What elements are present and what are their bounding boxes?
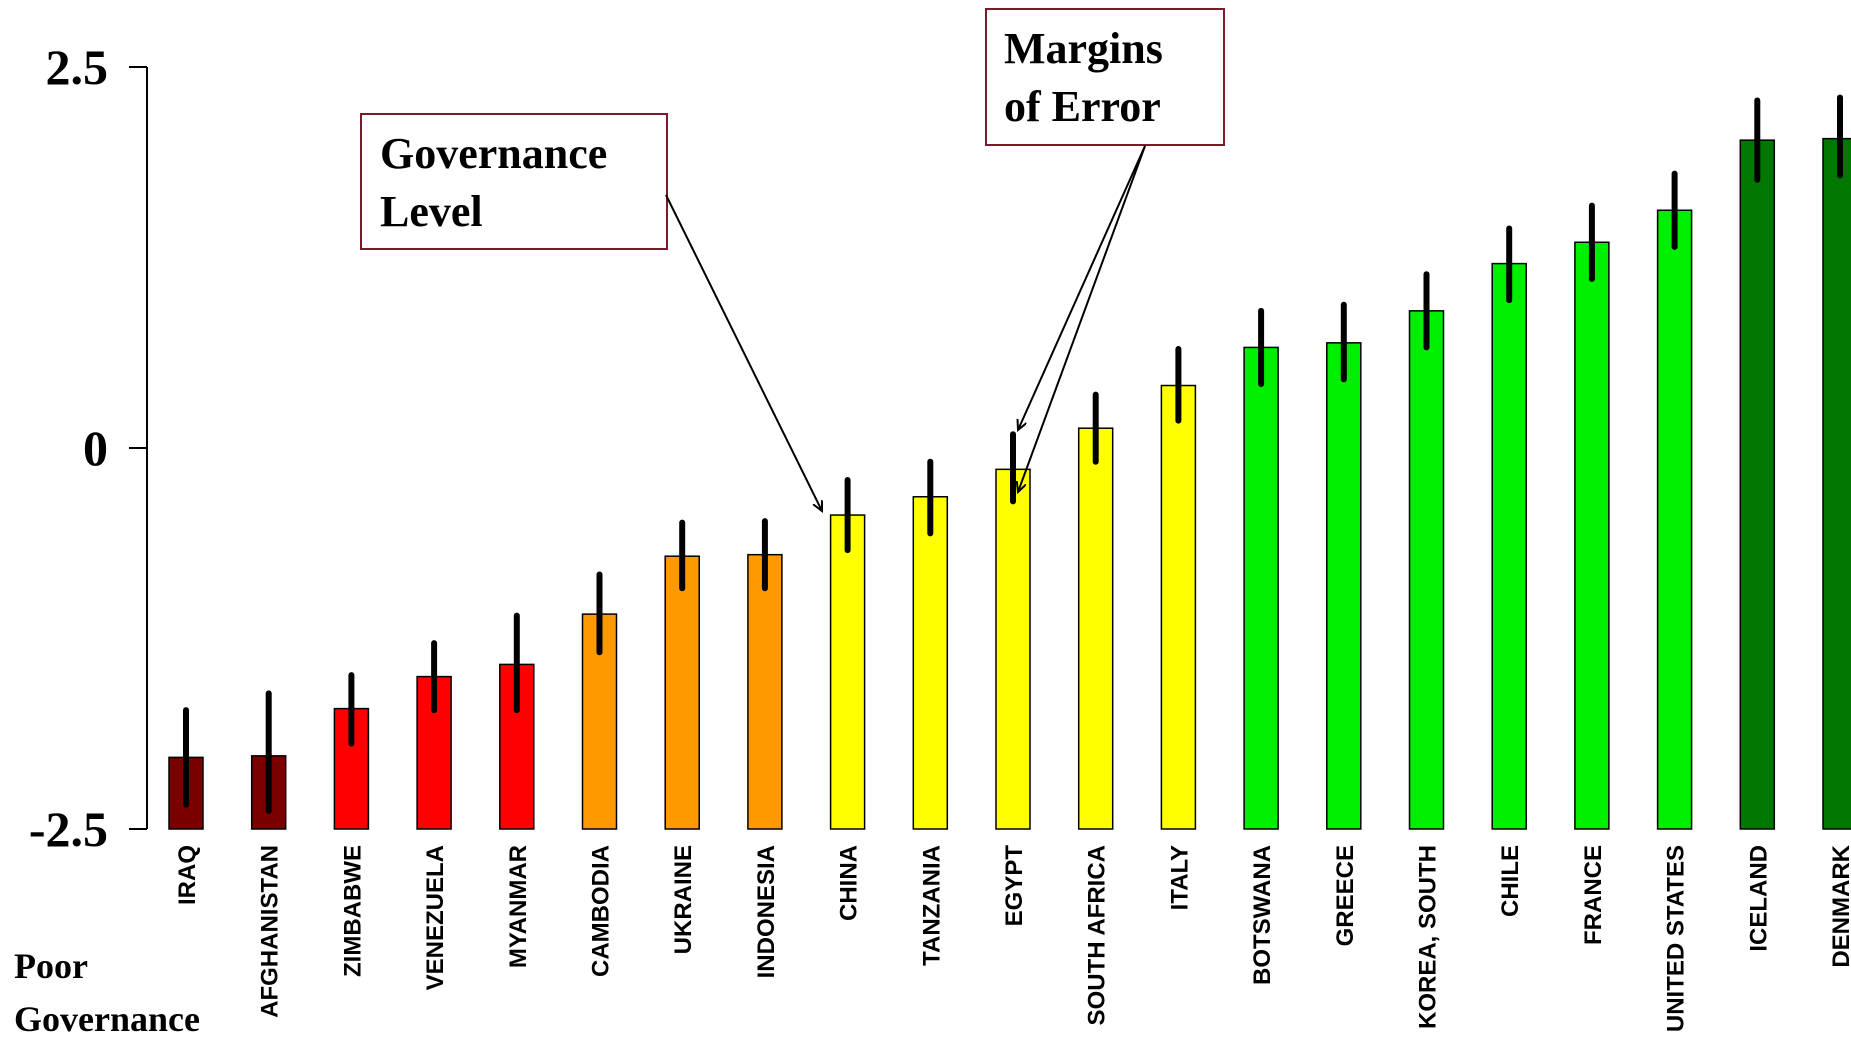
category-label: UNITED STATES [1663,845,1690,1032]
bar [1408,310,1445,830]
category-label: KOREA, SOUTH [1415,845,1442,1029]
margins-of-error-arrow-bottom [1018,145,1146,492]
margins-of-error-line2: of Error [1004,82,1161,131]
margins-of-error-arrow-top [1018,145,1146,430]
bar [995,468,1031,830]
governance-level-callout: Governance Level [360,113,822,511]
bar [747,553,783,830]
bar [1574,241,1610,830]
bar [1656,209,1693,830]
category-label: MYANMAR [505,845,532,968]
category-label: INDONESIA [753,845,780,978]
governance-level-line2: Level [380,187,483,236]
category-label: ITALY [1166,845,1193,910]
category-label: AFGHANISTAN [257,845,284,1018]
y-tick-label: 0 [83,420,108,476]
y-tick-label: 2.5 [46,39,109,95]
category-label: IRAQ [174,845,201,905]
bar [499,663,535,830]
category-label: ICELAND [1745,845,1772,952]
governance-level-arrow [665,194,822,511]
poor-governance-line2: Governance [14,999,200,1039]
margins-of-error-line1: Margins [1004,24,1163,73]
bar [1822,137,1851,830]
bar [1160,384,1197,830]
governance-level-line1: Governance [380,129,607,178]
category-label: UKRAINE [670,845,697,954]
margins-of-error-callout: Margins of Error [985,8,1225,492]
category-label: ZIMBABWE [339,845,366,977]
y-axis: 2.5 0 -2.5 [29,39,148,857]
governance-level-box [360,113,668,250]
bar [1739,139,1776,830]
bar [1491,262,1527,830]
category-label: BOTSWANA [1249,845,1276,985]
category-label: DENMARK [1828,844,1851,967]
bar [1243,346,1279,830]
category-label: CAMBODIA [588,845,615,977]
error-bar-series [183,94,1843,814]
poor-governance-label: Poor Governance [14,946,200,1039]
y-tick-label: -2.5 [29,801,108,857]
bar [1326,342,1362,830]
poor-governance-line1: Poor [14,946,88,986]
category-label: SOUTH AFRICA [1084,845,1111,1025]
bar [912,496,949,830]
category-label: CHILE [1497,845,1524,917]
category-label: EGYPT [1001,845,1028,927]
bar [1077,427,1114,830]
bar [664,555,700,830]
margins-of-error-box [985,8,1225,146]
bar-series [168,137,1851,830]
category-label: VENEZUELA [422,845,449,990]
category-label: TANZANIA [918,845,945,966]
category-label: FRANCE [1580,845,1607,945]
category-label: GREECE [1332,845,1359,946]
bar [829,514,866,830]
category-labels: IRAQ AFGHANISTAN ZIMBABWE VENEZUELA MYANMAR C… [174,844,1851,1032]
category-label: CHINA [836,845,863,921]
